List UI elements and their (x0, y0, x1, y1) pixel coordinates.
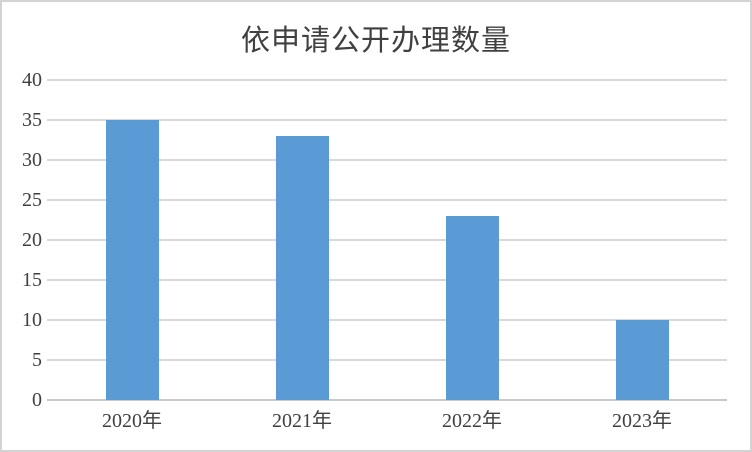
bar-2021年 (275, 136, 329, 400)
y-tick-label-0: 0 (32, 389, 42, 411)
y-tick-label-5: 5 (32, 349, 42, 371)
gridline-y-40 (47, 79, 727, 81)
y-tick-label-40: 40 (22, 69, 42, 91)
x-tick-label-2020年: 2020年 (102, 410, 162, 432)
y-tick-label-10: 10 (22, 309, 42, 331)
gridline-y-5 (47, 359, 727, 361)
chart-title: 依申请公开办理数量 (240, 25, 511, 57)
gridline-y-25 (47, 199, 727, 201)
bar-2023年 (615, 320, 669, 400)
gridline-y-15 (47, 279, 727, 281)
gridline-y-10 (47, 319, 727, 321)
y-tick-label-20: 20 (22, 229, 42, 251)
x-tick-label-2021年: 2021年 (272, 410, 332, 432)
bar-2020年 (105, 120, 159, 400)
x-axis-line (47, 399, 727, 401)
bar-2022年 (445, 216, 499, 400)
y-tick-label-30: 30 (22, 149, 42, 171)
y-tick-label-25: 25 (22, 189, 42, 211)
gridline-y-20 (47, 239, 727, 241)
x-tick-label-2023年: 2023年 (612, 410, 672, 432)
y-tick-label-35: 35 (22, 109, 42, 131)
x-tick-label-2022年: 2022年 (442, 410, 502, 432)
y-tick-label-15: 15 (22, 269, 42, 291)
gridline-y-35 (47, 119, 727, 121)
gridline-y-30 (47, 159, 727, 161)
